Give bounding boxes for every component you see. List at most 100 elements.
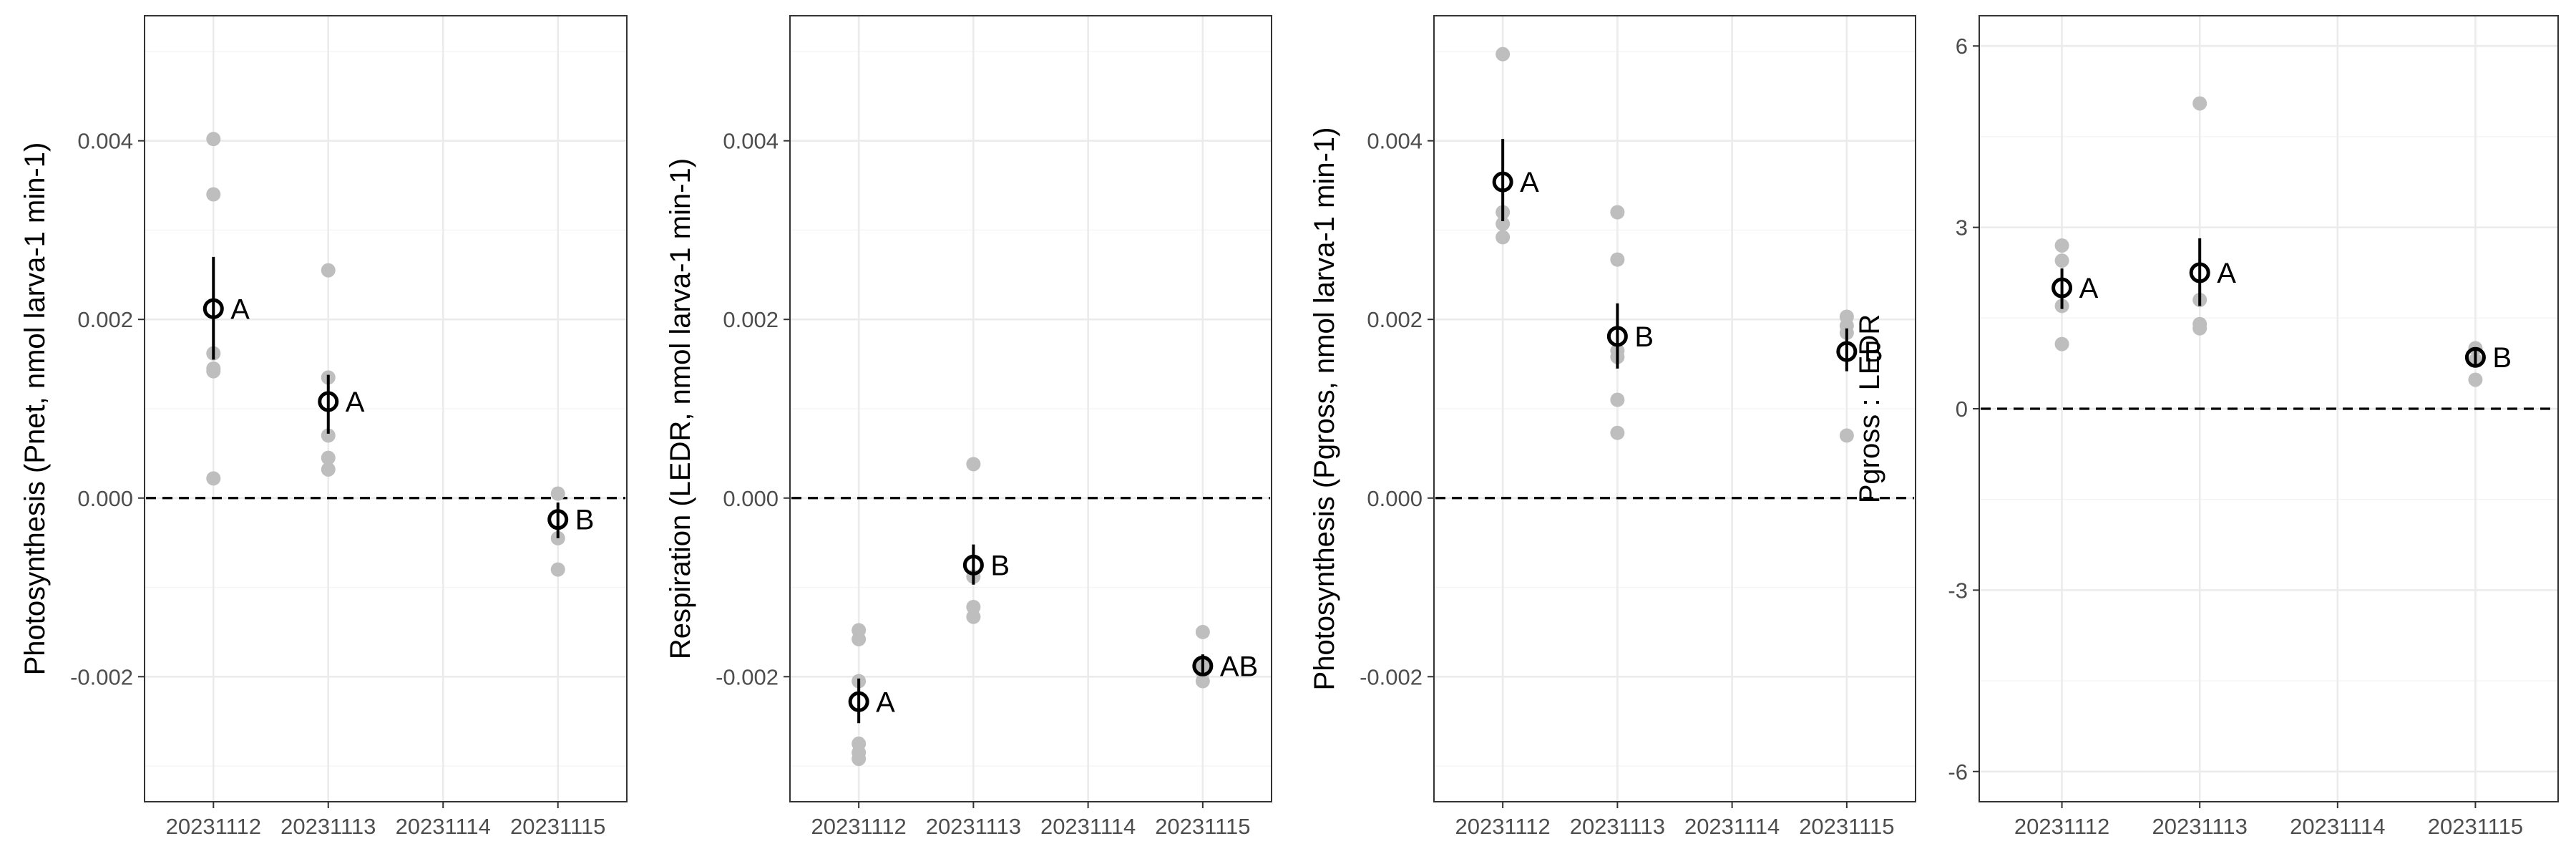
y-tick-label: 0.000: [77, 486, 133, 511]
mean-point: [203, 298, 224, 319]
x-tick-label: 20231112: [2014, 814, 2109, 839]
significance-letter: A: [876, 686, 895, 718]
y-tick-label: 0.004: [1367, 129, 1423, 154]
x-tick-label: 20231114: [2290, 814, 2385, 839]
mean-point: [2464, 346, 2486, 368]
x-tick-label: 20231113: [280, 814, 376, 839]
raw-data-point: [966, 599, 981, 614]
y-tick-label: 6: [1956, 34, 1968, 59]
y-axis-title: Respiration (LEDR, nmol larva-1 min-1): [665, 158, 696, 659]
raw-data-point: [852, 631, 867, 646]
raw-data-point: [1195, 674, 1210, 689]
mean-point: [547, 509, 569, 530]
raw-data-point: [206, 187, 221, 202]
x-tick-label: 20231114: [1684, 814, 1780, 839]
significance-letter: A: [1520, 167, 1539, 198]
raw-data-point: [321, 450, 336, 465]
panel-border: [144, 15, 628, 802]
y-tick-label: -0.002: [716, 664, 779, 689]
raw-data-point: [852, 752, 867, 767]
x-tick-label: 20231115: [1799, 814, 1894, 839]
significance-letter: B: [2492, 342, 2512, 374]
raw-data-point: [1496, 230, 1511, 245]
raw-data-point: [550, 562, 565, 577]
x-tick-label: 20231114: [396, 814, 491, 839]
raw-data-point: [1496, 216, 1511, 231]
raw-data-point: [1610, 252, 1625, 267]
y-tick-label: 0.002: [1367, 307, 1423, 332]
raw-data-point: [206, 364, 221, 379]
raw-data-point: [550, 486, 565, 501]
mean-point: [1192, 655, 1214, 676]
significance-letter: A: [2079, 273, 2099, 304]
raw-data-point: [1195, 624, 1210, 639]
raw-data-point: [1610, 205, 1625, 220]
y-tick-label: 0.002: [723, 307, 779, 332]
y-tick-label: -6: [1948, 759, 1968, 785]
raw-data-point: [321, 428, 336, 443]
chart-panel-3: -0.002 0.000 0.002 0.004 20231112 20231113 202…: [1309, 15, 1916, 839]
raw-data-point: [2192, 96, 2207, 111]
raw-data-point: [2468, 372, 2483, 387]
mean-point: [848, 691, 869, 712]
significance-letter: A: [230, 293, 250, 325]
y-tick-label: -0.002: [70, 664, 133, 689]
x-tick-label: 20231113: [926, 814, 1021, 839]
significance-letter: A: [346, 387, 365, 418]
raw-data-point: [1839, 428, 1854, 443]
significance-letter: AB: [1220, 651, 1258, 682]
significance-letter: B: [575, 505, 595, 536]
y-tick-label: 0.004: [77, 129, 133, 154]
raw-data-point: [1610, 425, 1625, 440]
x-tick-label: 20231112: [1455, 814, 1550, 839]
panel-border: [789, 15, 1272, 802]
y-tick-label: -3: [1948, 578, 1968, 603]
x-tick-label: 20231115: [510, 814, 605, 839]
mean-point: [1606, 326, 1628, 347]
mean-point: [962, 554, 984, 576]
mean-point: [2051, 277, 2073, 299]
y-axis-title: Photosynthesis (Pnet, nmol larva-1 min-1…: [19, 142, 51, 676]
x-tick-label: 20231114: [1040, 814, 1136, 839]
raw-data-point: [2054, 238, 2069, 253]
mean-point: [1836, 341, 1858, 362]
x-tick-label: 20231112: [166, 814, 261, 839]
raw-data-point: [2192, 321, 2207, 336]
chart-panel-4: -6 -3 0 3 6 20231112 20231113 20231114 20231115 A…: [1854, 15, 2559, 839]
panel-border: [1979, 15, 2559, 802]
y-axis-title: Pgross : LEDR: [1854, 314, 1885, 504]
raw-data-point: [321, 462, 336, 477]
significance-letter: B: [1634, 321, 1654, 353]
raw-data-point: [321, 263, 336, 278]
x-tick-label: 20231113: [2152, 814, 2248, 839]
raw-data-point: [2054, 336, 2069, 351]
mean-point: [1492, 171, 1513, 193]
raw-data-point: [206, 132, 221, 147]
y-tick-label: 0.000: [1367, 486, 1423, 511]
significance-letter: A: [2217, 258, 2236, 289]
raw-data-point: [2054, 253, 2069, 268]
chart-panel-2: -0.002 0.000 0.002 0.004 20231112 20231113 202…: [665, 15, 1272, 839]
y-tick-label: 3: [1956, 215, 1968, 241]
chart-panel-1: -0.002 0.000 0.002 0.004 20231112 20231113 202…: [19, 15, 628, 839]
y-tick-label: -0.002: [1360, 664, 1423, 689]
x-tick-label: 20231115: [1155, 814, 1250, 839]
y-tick-label: 0.004: [723, 129, 779, 154]
raw-data-point: [1610, 392, 1625, 407]
significance-letter: B: [1864, 336, 1883, 368]
mean-point: [318, 391, 339, 412]
significance-letter: B: [990, 550, 1010, 581]
y-axis-title: Photosynthesis (Pgross, nmol larva-1 min…: [1309, 127, 1340, 691]
y-tick-label: 0: [1956, 397, 1968, 422]
x-tick-label: 20231115: [2428, 814, 2523, 839]
raw-data-point: [206, 471, 221, 486]
raw-data-point: [966, 457, 981, 472]
raw-data-point: [1496, 47, 1511, 62]
panel-border: [1433, 15, 1916, 802]
x-tick-label: 20231112: [811, 814, 906, 839]
x-tick-label: 20231113: [1570, 814, 1665, 839]
y-tick-label: 0.002: [77, 307, 133, 332]
mean-point: [2189, 262, 2210, 283]
y-tick-label: 0.000: [723, 486, 779, 511]
